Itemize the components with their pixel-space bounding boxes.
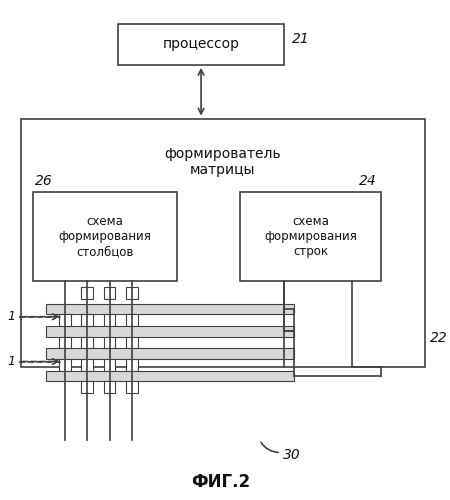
Bar (59, 359, 71, 371)
Bar (81, 314, 93, 326)
Bar (126, 314, 138, 326)
Text: 26: 26 (35, 174, 52, 188)
Bar (46, 371, 293, 382)
Text: схема
формирования
столбцов: схема формирования столбцов (58, 215, 151, 258)
Bar (126, 359, 138, 371)
Bar (104, 382, 115, 393)
Text: 1: 1 (7, 355, 15, 368)
Bar (104, 336, 115, 348)
Text: 30: 30 (283, 448, 301, 462)
Text: 22: 22 (430, 330, 448, 344)
Text: 1: 1 (7, 310, 15, 323)
Bar (59, 336, 71, 348)
Bar (81, 382, 93, 393)
Bar (104, 314, 115, 326)
Bar (240, 192, 381, 281)
Text: ФИГ.2: ФИГ.2 (191, 473, 250, 491)
Bar (59, 314, 71, 326)
Bar (81, 287, 93, 298)
Bar (21, 118, 425, 367)
Bar (126, 336, 138, 348)
Text: процессор: процессор (162, 38, 239, 52)
Bar (32, 192, 177, 281)
Bar (46, 326, 293, 336)
Bar (104, 359, 115, 371)
Text: 21: 21 (292, 32, 310, 46)
Bar (118, 24, 284, 65)
Text: 24: 24 (359, 174, 376, 188)
Bar (104, 287, 115, 298)
Bar (126, 382, 138, 393)
Text: схема
формирования
строк: схема формирования строк (264, 215, 357, 258)
Bar (126, 287, 138, 298)
Text: формирователь
матрицы: формирователь матрицы (165, 147, 281, 178)
Bar (81, 336, 93, 348)
Bar (46, 348, 293, 359)
Bar (81, 359, 93, 371)
Bar (46, 304, 293, 314)
